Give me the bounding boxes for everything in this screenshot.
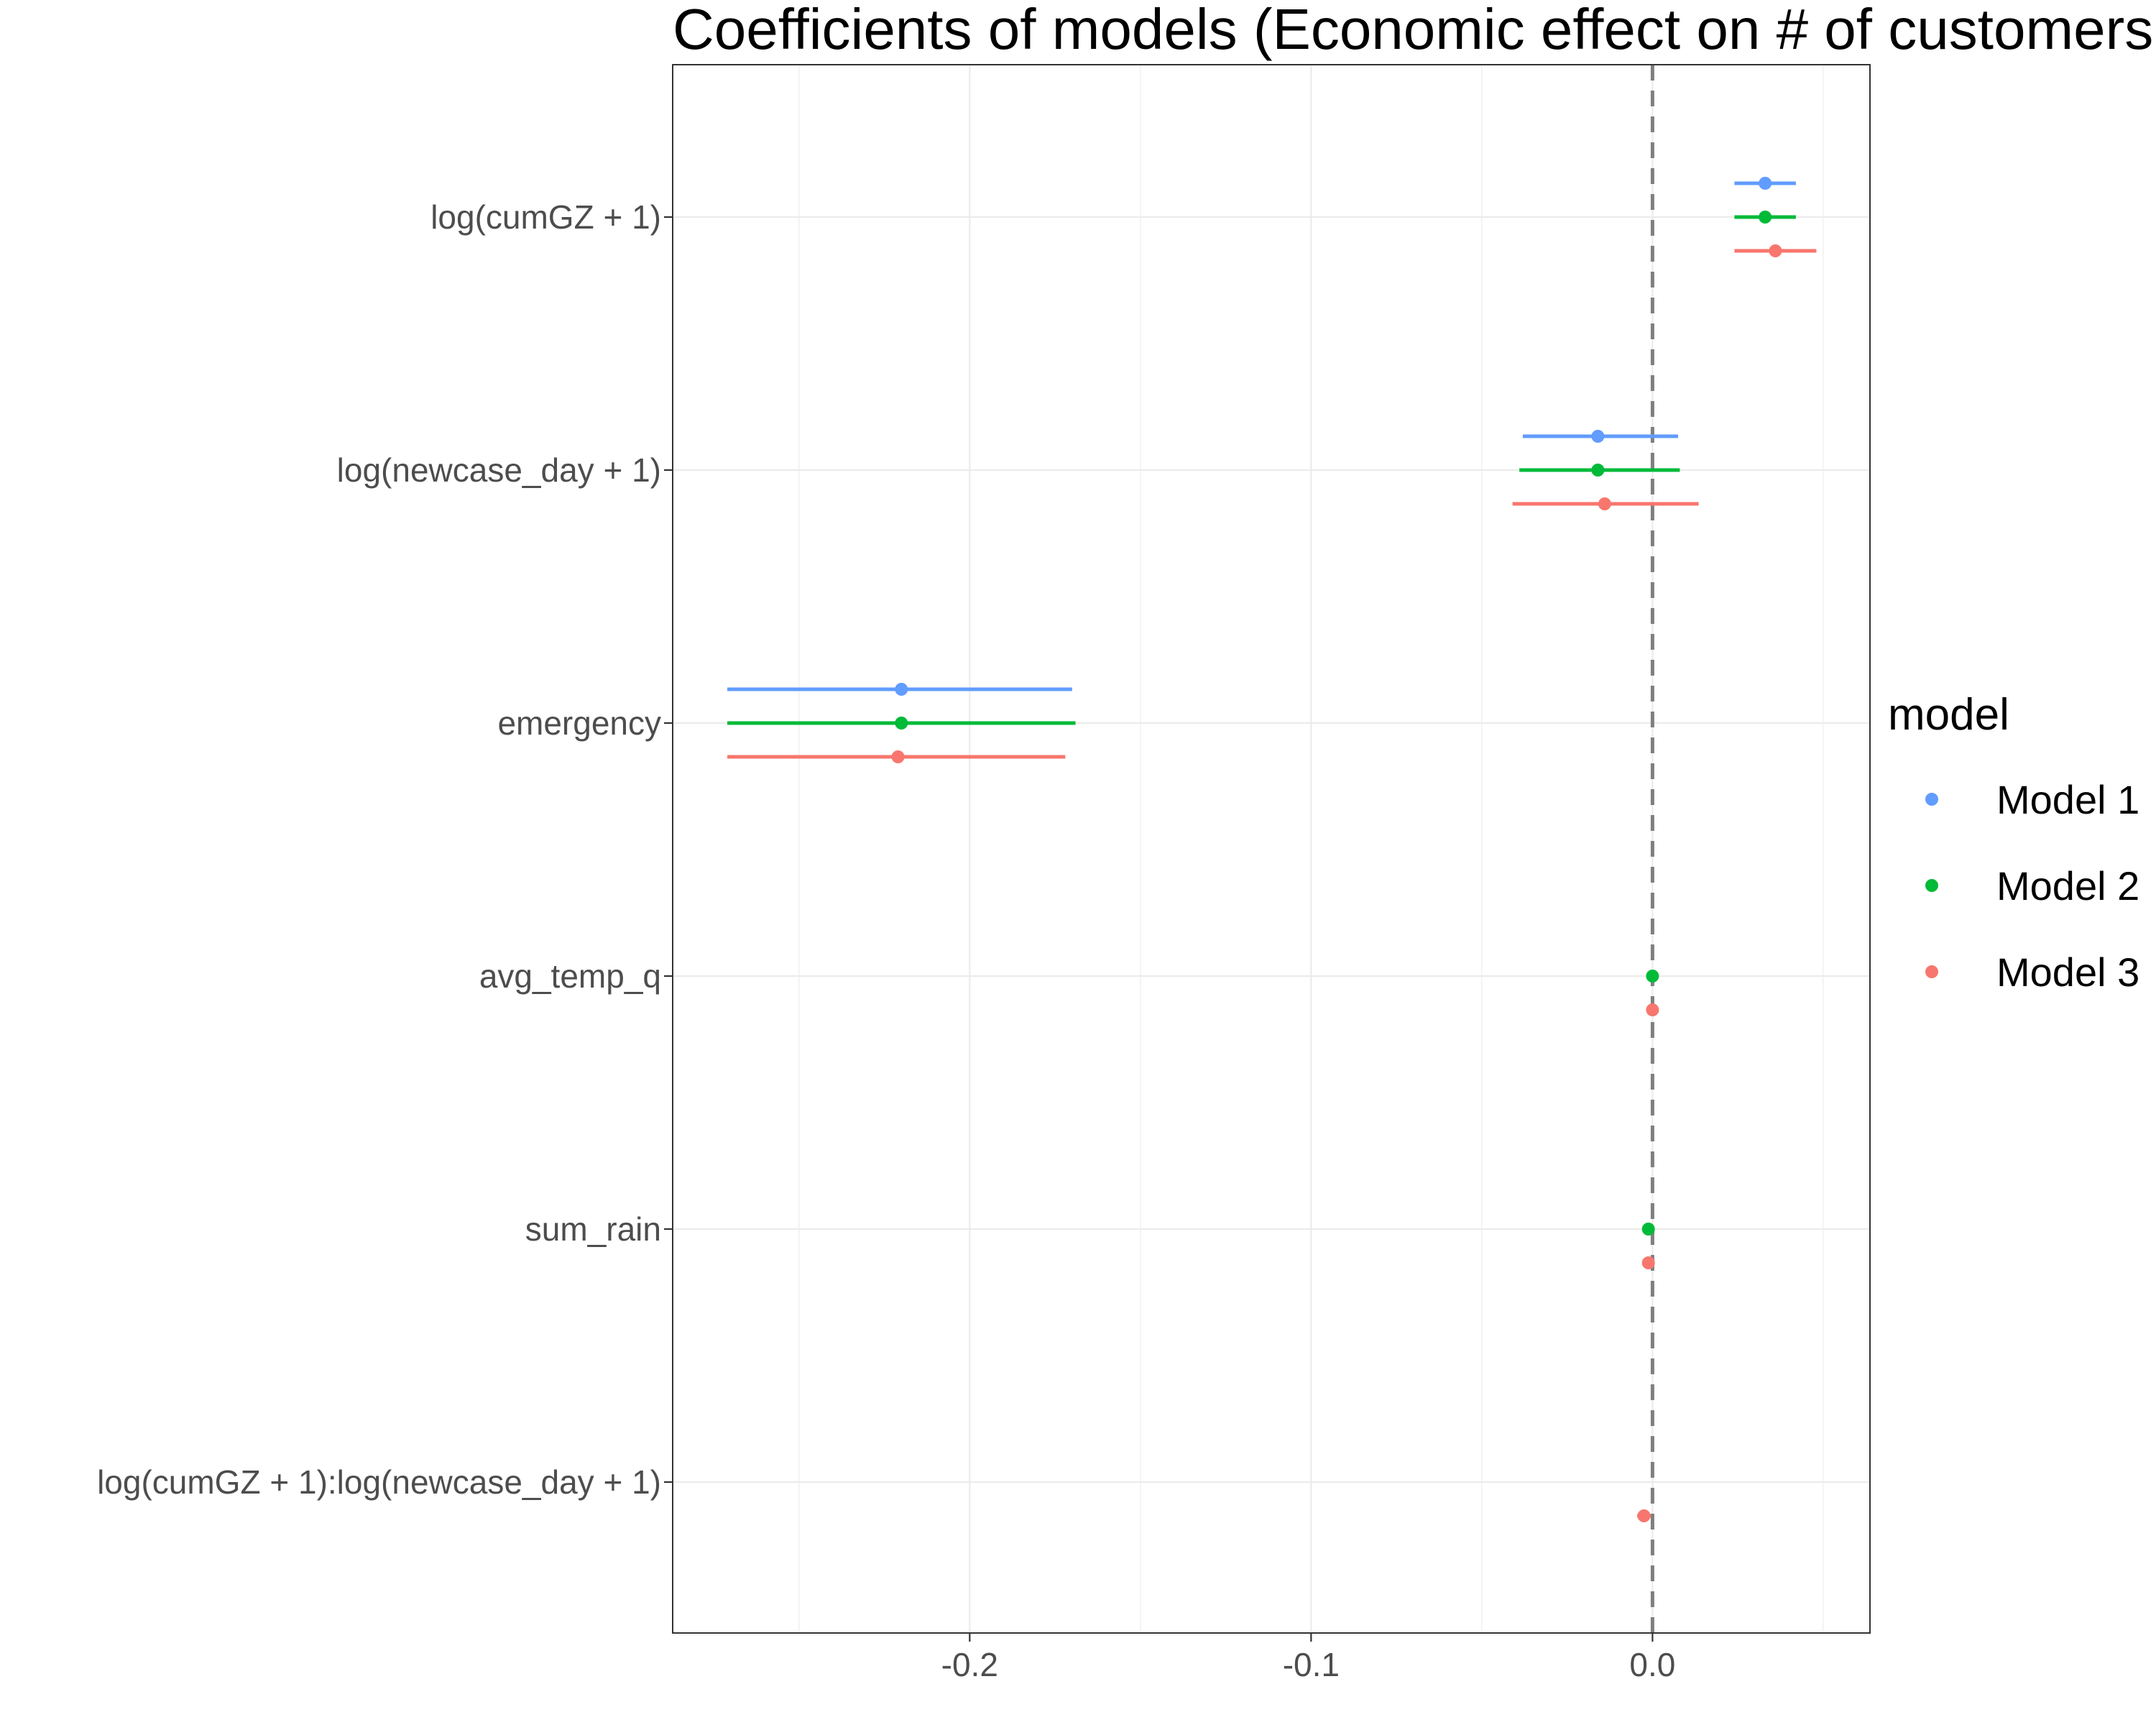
y-tick-label: log(cumGZ + 1): [430, 198, 661, 236]
estimate-point: [1769, 244, 1782, 257]
y-axis: log(cumGZ + 1) log(newcase_day + 1) emerge…: [97, 198, 673, 1501]
estimate-point: [1641, 1223, 1655, 1236]
y-tick-label: log(newcase_day + 1): [337, 451, 661, 489]
estimate-point: [1641, 1256, 1655, 1269]
data-marks: [727, 177, 1817, 1522]
estimate-point: [1591, 430, 1605, 443]
x-tick-label: -0.2: [941, 1646, 998, 1683]
estimate-point: [1759, 177, 1772, 190]
y-tick-label: avg_temp_q: [479, 957, 661, 995]
legend-label: Model 3: [1996, 949, 2139, 995]
legend-label: Model 1: [1996, 777, 2139, 822]
estimate-point: [1637, 1509, 1651, 1522]
legend-key: [1925, 879, 1938, 892]
estimate-point: [895, 683, 908, 696]
y-tick-label: sum_rain: [525, 1210, 661, 1248]
panel-border: [672, 64, 1871, 1634]
estimate-point: [1759, 211, 1772, 224]
estimate-point: [1646, 970, 1659, 983]
estimate-point: [895, 717, 908, 730]
x-tick-label: 0.0: [1629, 1646, 1675, 1683]
legend-title: model: [1888, 690, 2009, 740]
y-tick-label: emergency: [497, 704, 661, 742]
legend-label: Model 2: [1996, 863, 2139, 908]
legend-key: [1925, 965, 1938, 978]
x-tick-label: -0.1: [1283, 1646, 1340, 1683]
x-axis: -0.2 -0.1 0.0: [941, 1633, 1675, 1683]
legend-key: [1925, 793, 1938, 806]
estimate-point: [891, 750, 905, 763]
chart-title: Coefficients of models (Economic effect …: [673, 0, 2153, 61]
grid-lines: [673, 65, 1870, 1633]
estimate-point: [1646, 1003, 1659, 1016]
y-tick-label: log(cumGZ + 1):log(newcase_day + 1): [97, 1463, 661, 1501]
estimate-point: [1591, 464, 1605, 477]
legend: model Model 1 Model 2 Model 3: [1888, 690, 2139, 995]
estimate-point: [1598, 497, 1611, 510]
